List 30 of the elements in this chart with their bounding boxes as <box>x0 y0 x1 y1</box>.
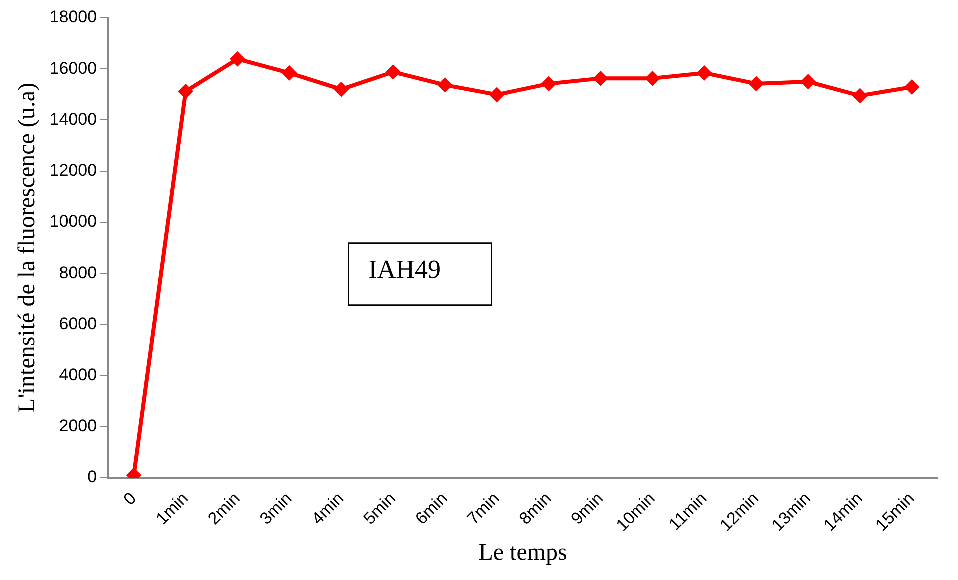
point <box>800 74 816 90</box>
y-tick-label: 6000 <box>59 314 98 334</box>
point <box>230 52 246 67</box>
point <box>282 66 298 81</box>
y-tick-label: 2000 <box>59 416 98 436</box>
y-tick-label: 16000 <box>50 58 98 78</box>
point <box>748 76 764 92</box>
y-tick-label: 8000 <box>59 263 98 282</box>
x-tick-label: 4min <box>308 488 348 528</box>
y-tick-label: 0 <box>88 468 98 487</box>
x-tick-label: 0 <box>120 488 140 510</box>
point <box>178 84 194 100</box>
x-axis-title: Le temps <box>478 540 568 566</box>
point <box>593 71 608 86</box>
point <box>438 78 453 93</box>
point <box>386 64 401 80</box>
y-axis-title: L'intensité de la fluorescence (u.a) <box>14 82 41 414</box>
y-tick-label: 18000 <box>50 8 98 27</box>
y-tick-label: 4000 <box>59 365 98 384</box>
point <box>852 88 868 104</box>
point <box>645 71 660 86</box>
y-tick-label: 12000 <box>50 161 98 180</box>
annotation: IAH49 <box>368 255 441 284</box>
y-tick-label: 10000 <box>50 212 98 232</box>
point <box>904 80 920 95</box>
point <box>697 66 712 81</box>
y-tick-label: 14000 <box>50 110 98 129</box>
point <box>334 82 349 98</box>
point <box>541 76 556 92</box>
point <box>490 87 505 102</box>
